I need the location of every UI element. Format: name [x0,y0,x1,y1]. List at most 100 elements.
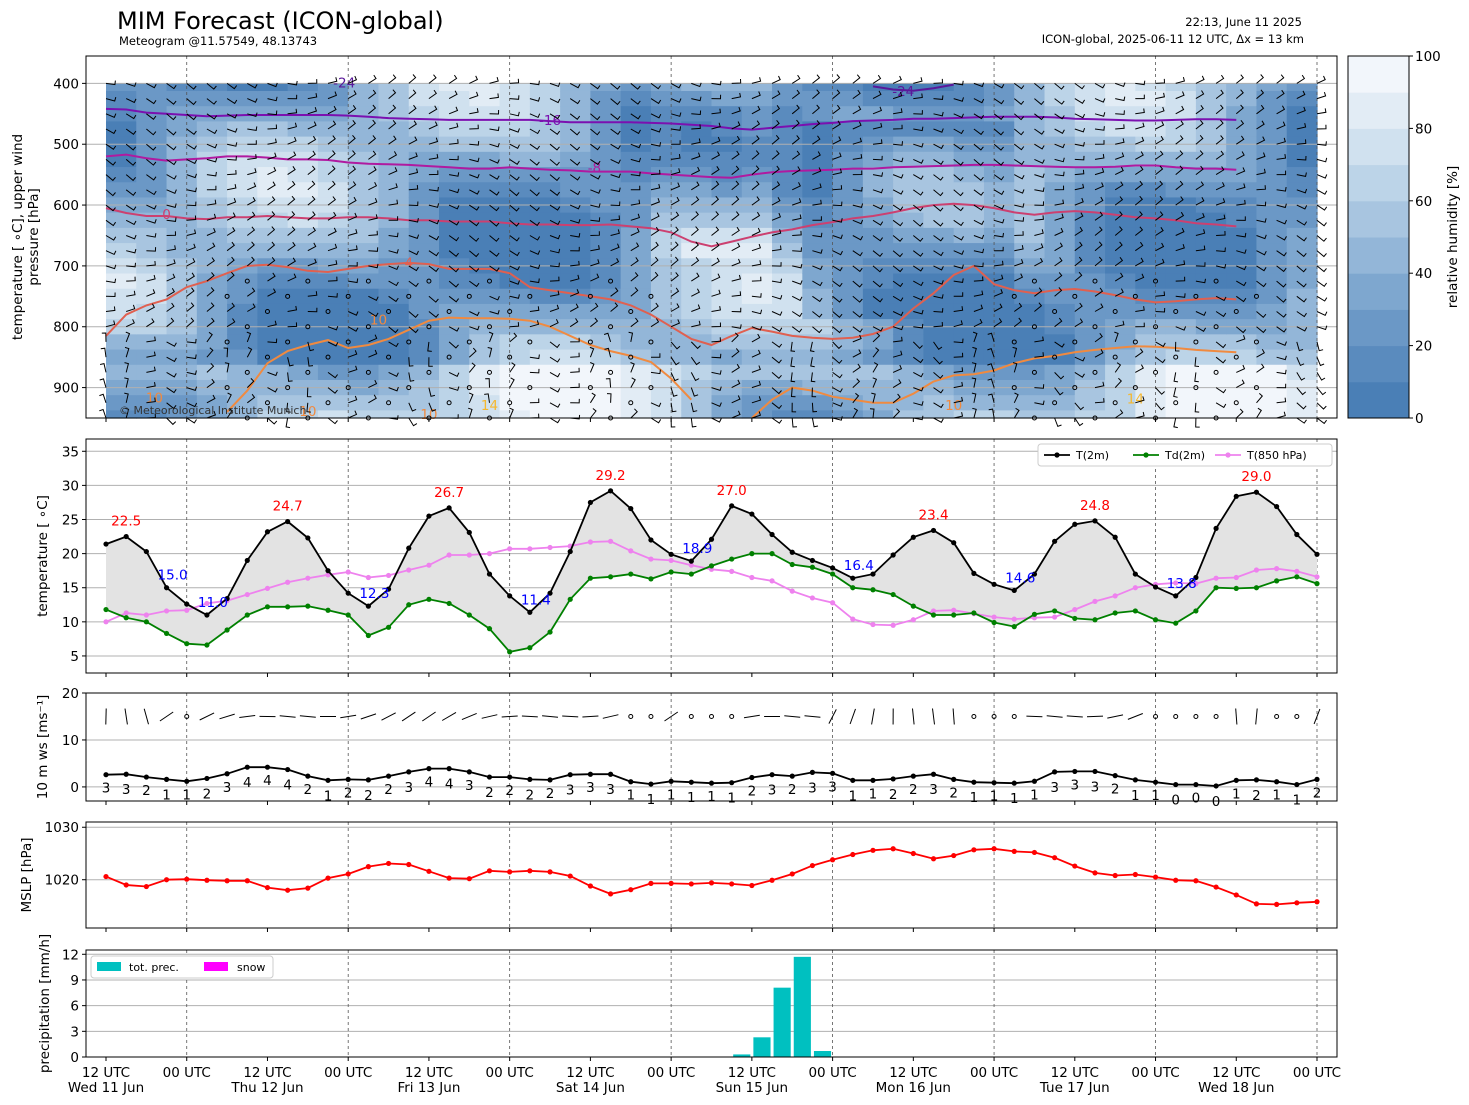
wind-barb-icon [791,417,798,428]
data-point [910,603,916,609]
wind-barb-icon [206,171,217,177]
wind-barb-icon [100,347,107,358]
wind-barb-icon [852,154,863,160]
calm-wind-icon [1052,354,1058,360]
wind-speed-label: 2 [485,785,494,801]
wind-barb-icon [509,204,520,212]
wind-barb-icon [731,211,740,221]
wind-barb-icon [973,98,985,104]
wind-barb-icon [1195,262,1206,267]
precip-bar [733,1054,751,1057]
wind-barb-icon [569,204,581,210]
wind-barb-icon [267,338,278,344]
wind-barb-icon [1114,409,1124,419]
wind-barb-icon [267,196,276,206]
wind-barb-icon [1235,408,1244,419]
calm-wind-icon [1011,385,1017,391]
humidity-cell [257,364,289,381]
humidity-cell [317,212,349,229]
legend-marker [1054,452,1060,458]
x-tick-label: 12 UTC [243,1065,291,1081]
humidity-cell [772,167,803,183]
humidity-cell [802,106,834,123]
data-point [446,600,452,607]
data-point [1072,521,1078,527]
humidity-cell [923,227,955,244]
wind-barb-icon [1276,121,1286,130]
humidity-cell [1256,90,1288,107]
wind-barb-icon [892,325,904,331]
wind-barb-icon [589,346,595,358]
wind-barb-icon [650,402,662,408]
legend-entry: snow [237,961,265,974]
wind-barb-icon [610,287,619,297]
data-point [507,774,513,780]
model-run-info: ICON-global, 2025-06-11 12 UTC, Δx = 13 … [1042,32,1304,46]
wind-barb-icon [690,341,701,350]
humidity-cell [1226,303,1258,320]
wind-speed-label: 3 [404,780,413,796]
wind-barb-icon [993,174,1005,181]
colorbar-tick-label: 80 [1415,121,1432,137]
calm-wind-icon [1092,278,1098,284]
data-point [406,861,412,868]
wind-barb-icon [892,250,903,258]
humidity-cell [136,90,168,107]
wind-speed-label: 3 [768,783,777,799]
wind-barb-icon [711,289,721,297]
x-tick-label: 00 UTC [324,1065,372,1081]
wind-barb-icon [1313,708,1321,725]
data-point [1112,610,1118,616]
data-point [345,612,351,618]
wind-barb-icon [913,280,924,287]
humidity-cell [348,151,380,168]
humidity-cell [1014,303,1046,320]
wind-barb-icon [489,189,500,196]
wind-barb-icon [1115,138,1125,145]
calm-wind-icon [325,400,331,406]
wind-barb-icon [1127,713,1143,720]
data-point [466,552,472,558]
humidity-cell [257,182,289,199]
wind-barb-icon [1114,181,1124,191]
wind-barb-icon [124,708,128,725]
wind-barb-icon [549,113,561,120]
humidity-cell [1135,364,1167,381]
wind-barb-icon [408,265,419,272]
wind-barb-icon [1195,197,1205,206]
wind-speed-label: 3 [929,782,938,798]
wind-barb-icon [327,211,337,221]
wind-barb-icon [186,338,197,344]
data-point [890,776,896,782]
wind-barb-icon [832,280,843,288]
wind-barb-icon [893,141,903,146]
wind-speed-label: 0 [1212,794,1221,810]
wind-barb-icon [832,201,843,207]
wind-barb-icon [1256,152,1266,160]
wind-barb-icon [912,235,924,242]
humidity-cell [1135,151,1167,168]
humidity-cell [923,121,955,138]
wind-barb-icon [1316,265,1327,273]
data-point [951,852,957,859]
data-point [325,607,331,613]
wind-barb-icon [953,174,964,182]
wind-barb-icon [125,189,137,197]
wind-barb-icon [124,377,129,388]
wind-barb-icon [832,356,843,364]
wind-barb-icon [1034,257,1044,267]
humidity-cell [317,395,349,411]
wind-barb-icon [791,150,801,160]
calm-wind-icon [1193,293,1199,299]
wind-barb-icon [812,135,821,145]
wind-barb-icon [731,395,741,404]
wind-barb-icon [105,113,117,118]
wind-barb-icon [610,158,621,164]
wind-speed-label: 2 [788,782,797,798]
humidity-cell [136,121,168,138]
wind-barb-icon [570,219,581,224]
wind-barb-icon [1135,165,1144,176]
wind-barb-icon [589,392,596,404]
wind-barb-icon [549,219,561,226]
humidity-cell [862,410,894,419]
